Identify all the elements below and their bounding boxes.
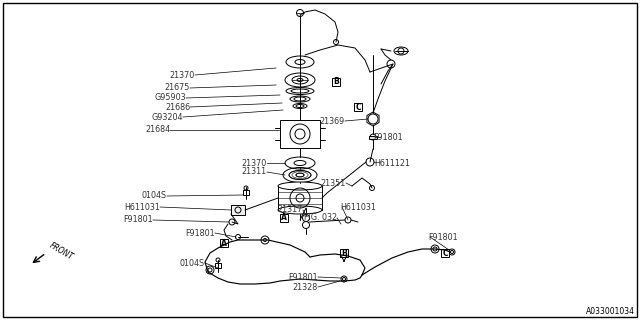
Bar — [340, 249, 348, 257]
Bar — [369, 135, 377, 139]
Ellipse shape — [278, 206, 322, 214]
Text: 21311: 21311 — [242, 167, 267, 177]
Text: 21351: 21351 — [321, 179, 346, 188]
Text: A: A — [281, 213, 287, 222]
Text: A033001034: A033001034 — [586, 307, 635, 316]
Text: G93204: G93204 — [152, 113, 183, 122]
Text: F91801: F91801 — [428, 233, 458, 242]
Bar — [278, 186, 322, 210]
Bar — [280, 120, 320, 148]
Ellipse shape — [278, 182, 322, 190]
Text: 21686: 21686 — [165, 102, 190, 111]
Text: H611031: H611031 — [340, 203, 376, 212]
Text: F91801: F91801 — [186, 228, 215, 237]
Text: FIG. 032: FIG. 032 — [304, 213, 337, 222]
Text: A: A — [221, 238, 227, 247]
Text: 21328: 21328 — [292, 283, 318, 292]
Text: 21369: 21369 — [320, 116, 345, 125]
Bar — [332, 78, 340, 86]
Bar — [215, 263, 221, 268]
Text: 21370: 21370 — [170, 70, 195, 79]
Bar — [220, 239, 228, 247]
Text: B: B — [341, 249, 347, 258]
Ellipse shape — [394, 47, 408, 55]
Text: F91801: F91801 — [373, 132, 403, 141]
Bar — [243, 190, 249, 195]
Text: C: C — [355, 102, 361, 111]
Text: H611121: H611121 — [374, 158, 410, 167]
Text: C: C — [442, 249, 448, 258]
Text: G95903: G95903 — [154, 93, 186, 102]
Text: 0104S: 0104S — [180, 259, 205, 268]
Bar — [280, 214, 288, 222]
Text: F91801: F91801 — [124, 215, 153, 225]
Text: 21317: 21317 — [278, 205, 303, 214]
Text: 21684: 21684 — [145, 125, 170, 134]
Text: F91801: F91801 — [289, 273, 318, 282]
Text: 21675: 21675 — [164, 84, 190, 92]
Bar — [441, 249, 449, 257]
Text: FRONT: FRONT — [48, 241, 75, 261]
Text: 0104S: 0104S — [142, 191, 167, 201]
Bar — [354, 103, 362, 111]
Text: H611031: H611031 — [124, 203, 160, 212]
Bar — [231, 205, 245, 215]
Text: B: B — [333, 77, 339, 86]
Text: 21370: 21370 — [242, 158, 267, 167]
